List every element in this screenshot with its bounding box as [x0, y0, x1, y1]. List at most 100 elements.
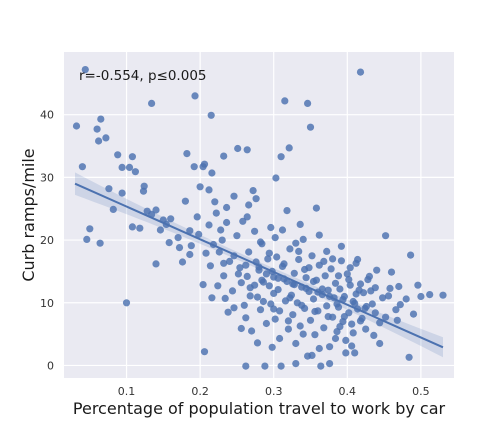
data-point [284, 317, 292, 325]
data-point [309, 295, 318, 303]
data-point [292, 360, 300, 368]
data-point [208, 294, 216, 302]
data-point [362, 325, 370, 333]
data-point [323, 302, 331, 310]
data-point [349, 329, 357, 337]
data-point [327, 265, 335, 273]
data-point [246, 292, 254, 300]
data-point [262, 270, 270, 278]
data-point [345, 276, 353, 284]
data-point [206, 262, 214, 270]
data-point [295, 255, 303, 264]
data-point [221, 294, 229, 302]
data-point [336, 285, 344, 293]
data-point [356, 68, 365, 76]
data-point [284, 325, 292, 333]
data-point [376, 339, 384, 348]
data-point [283, 207, 291, 215]
data-point [234, 270, 242, 278]
data-point [359, 289, 368, 297]
data-point [131, 168, 139, 176]
data-point [361, 304, 369, 312]
data-point [212, 209, 220, 217]
data-point [351, 349, 359, 357]
data-point [156, 226, 164, 234]
data-point [239, 217, 247, 225]
data-point [196, 183, 204, 191]
data-point [223, 203, 231, 212]
data-point [258, 276, 266, 284]
data-point [128, 153, 136, 161]
data-point [329, 255, 337, 263]
data-point [187, 242, 195, 250]
data-point [336, 323, 344, 331]
y-tick-label: 40 [40, 109, 54, 122]
data-point [340, 313, 348, 321]
data-point [299, 235, 307, 243]
data-point [346, 264, 354, 272]
x-axis-label: Percentage of population travel to work … [73, 399, 446, 418]
data-point [273, 253, 281, 261]
data-point [342, 336, 350, 344]
data-point [230, 304, 238, 312]
data-point [234, 144, 242, 153]
data-point [190, 163, 198, 171]
data-point [165, 239, 173, 247]
data-point [409, 310, 418, 318]
data-point [368, 300, 376, 308]
data-point [308, 351, 316, 359]
x-tick-label: 0.4 [339, 385, 357, 398]
data-point [298, 301, 306, 309]
y-tick-label: 10 [40, 297, 54, 310]
data-point [243, 213, 251, 221]
data-point [346, 281, 354, 289]
data-point [439, 291, 447, 299]
data-point [296, 322, 304, 330]
data-point [183, 150, 191, 158]
data-point [223, 218, 231, 227]
data-point [237, 324, 245, 333]
data-point [96, 239, 104, 247]
data-point [414, 281, 422, 289]
data-point [199, 281, 207, 289]
data-point [191, 92, 199, 100]
data-point [174, 234, 182, 242]
data-point [102, 134, 110, 142]
data-point [78, 163, 86, 171]
data-point [208, 169, 216, 177]
data-point [245, 248, 253, 256]
data-point [253, 339, 262, 347]
correlation-annotation: r=-0.554, p≤0.005 [79, 68, 207, 84]
data-point [205, 186, 213, 194]
data-point [195, 230, 203, 238]
data-point [264, 255, 272, 263]
data-point [304, 99, 312, 107]
data-point [86, 225, 94, 233]
data-point [417, 292, 425, 301]
data-point [218, 236, 226, 244]
data-point [295, 247, 303, 255]
data-point [395, 282, 403, 291]
data-point [274, 286, 282, 294]
data-point [324, 313, 332, 321]
data-point [311, 307, 319, 316]
data-point [426, 291, 434, 299]
data-point [312, 204, 320, 212]
data-point [272, 174, 280, 182]
data-point [268, 343, 276, 351]
data-point [281, 97, 289, 105]
data-point [382, 232, 390, 240]
data-point [220, 259, 228, 267]
data-point [306, 123, 315, 131]
x-tick-label: 0.2 [191, 385, 209, 398]
data-point [148, 99, 156, 107]
data-point [289, 311, 297, 319]
data-point [370, 331, 378, 339]
data-point [285, 144, 293, 152]
data-point [200, 160, 209, 168]
data-point [407, 251, 415, 259]
data-point [348, 342, 356, 350]
y-tick-label: 30 [40, 171, 54, 184]
data-point [270, 273, 278, 281]
data-point [305, 264, 313, 272]
